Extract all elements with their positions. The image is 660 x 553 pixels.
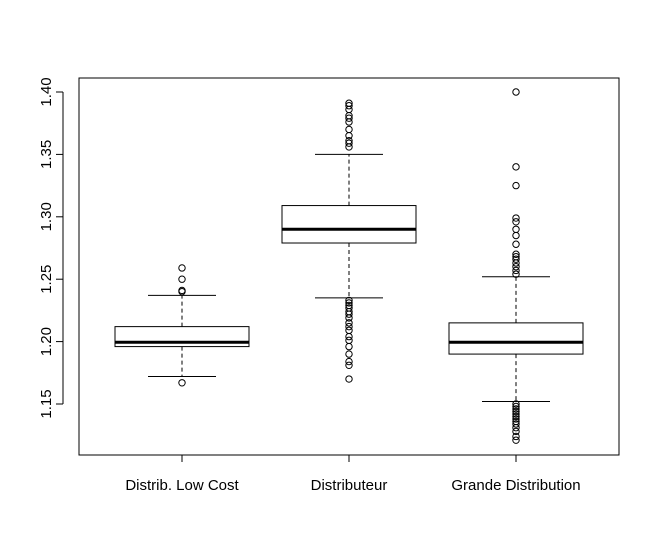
outlier-point xyxy=(345,296,353,305)
outlier-point xyxy=(512,163,520,171)
outlier-point xyxy=(512,412,520,421)
x-tick-label: Grande Distribution xyxy=(451,477,580,494)
boxes-group xyxy=(114,88,584,444)
outlier-point xyxy=(512,214,520,222)
outlier-point xyxy=(345,304,353,312)
outlier-point xyxy=(345,342,353,351)
outlier-point xyxy=(178,379,186,387)
outlier-point xyxy=(345,357,353,366)
outlier-point xyxy=(345,118,353,126)
outlier-point xyxy=(345,350,353,358)
y-tick-label: 1.40 xyxy=(38,77,55,106)
outlier-point xyxy=(512,263,520,271)
outlier-point xyxy=(512,218,520,226)
outlier-point xyxy=(512,424,520,432)
outlier-point xyxy=(512,415,520,423)
outlier-point xyxy=(512,410,520,418)
outlier-point xyxy=(345,361,353,370)
box-2 xyxy=(281,99,417,383)
outlier-point xyxy=(512,266,520,275)
outlier-point xyxy=(345,322,353,331)
x-tick-label: Distrib. Low Cost xyxy=(125,477,239,494)
outlier-point xyxy=(345,99,353,107)
outlier-point xyxy=(512,253,520,261)
outlier-point xyxy=(345,105,353,114)
outlier-point xyxy=(512,270,520,278)
outlier-point xyxy=(512,407,520,416)
outlier-point xyxy=(512,259,520,267)
outlier-point xyxy=(512,420,520,428)
outlier-point xyxy=(178,264,186,272)
outlier-point xyxy=(345,136,353,145)
outlier-point xyxy=(512,250,520,258)
outlier-point xyxy=(345,319,353,327)
outlier-point xyxy=(512,181,520,190)
y-tick-label: 1.15 xyxy=(38,389,55,418)
outlier-point xyxy=(512,436,520,444)
outlier-point xyxy=(512,231,520,240)
outlier-point xyxy=(345,336,353,345)
outlier-point xyxy=(512,88,520,96)
outlier-point xyxy=(345,326,353,335)
y-tick-label: 1.30 xyxy=(38,202,55,231)
outlier-point xyxy=(345,143,353,151)
outlier-point xyxy=(512,405,520,413)
outlier-point xyxy=(345,114,353,122)
outlier-point xyxy=(345,299,353,307)
iqr-box xyxy=(281,205,417,244)
iqr-box xyxy=(448,322,584,355)
outlier-point xyxy=(345,139,353,147)
outlier-point xyxy=(512,432,520,441)
outlier-point xyxy=(512,240,520,248)
outlier-point xyxy=(345,375,353,383)
outlier-point xyxy=(512,400,520,408)
outlier-point xyxy=(345,332,353,341)
y-tick-label: 1.35 xyxy=(38,140,55,169)
box-1 xyxy=(114,264,250,387)
outlier-point xyxy=(345,125,353,134)
outlier-point xyxy=(345,301,353,310)
outlier-point xyxy=(512,225,520,233)
outlier-point xyxy=(178,275,186,283)
y-tick-label: 1.25 xyxy=(38,265,55,294)
outlier-point xyxy=(345,102,353,110)
outlier-point xyxy=(512,427,520,436)
y-tick-label: 1.20 xyxy=(38,327,55,356)
box-3 xyxy=(448,88,584,444)
x-tick-label: Distributeur xyxy=(311,477,388,494)
outlier-point xyxy=(512,417,520,426)
y-axis: 1.15 1.20 1.25 1.30 1.35 1.40 xyxy=(38,77,64,419)
outlier-point xyxy=(512,255,520,263)
x-axis: Distrib. Low Cost Distributeur Grande Dist… xyxy=(125,454,581,494)
outlier-point xyxy=(512,402,520,411)
outlier-point xyxy=(178,287,186,296)
